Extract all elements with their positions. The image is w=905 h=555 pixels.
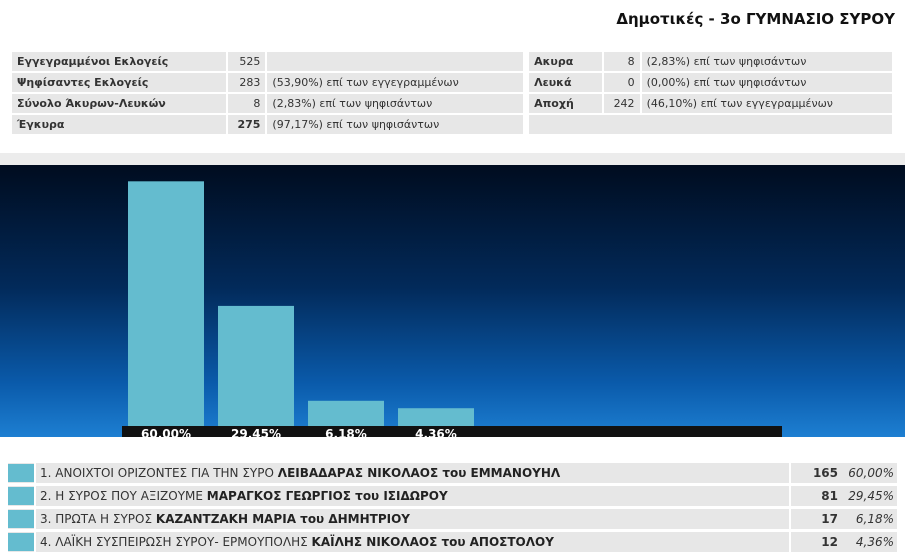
result-color-swatch [8, 486, 34, 506]
result-party: 1. ΑΝΟΙΧΤΟΙ ΟΡΙΖΟΝΤΕΣ ΓΙΑ ΤΗΝ ΣΥΡΟ [40, 466, 274, 480]
result-color-swatch [8, 463, 34, 483]
bar-4 [398, 408, 474, 426]
result-row: 4. ΛΑΪΚΗ ΣΥΣΠΕΙΡΩΣΗ ΣΥΡΟΥ- ΕΡΜΟΥΠΟΛΗΣ ΚΑ… [8, 532, 897, 552]
blank-label: Λευκά [529, 73, 603, 92]
result-percent: 4,36% [841, 532, 897, 552]
bar-2 [218, 305, 294, 426]
result-row: 3. ΠΡΩΤΑ Η ΣΥΡΟΣ ΚΑΖΑΝΤΖΑΚΗ ΜΑΡΙΑ του ΔΗ… [8, 509, 897, 529]
invalid-value: 8 [604, 52, 640, 71]
bar-value-label-2: 29,45% [231, 427, 281, 437]
valid-label: Έγκυρα [12, 115, 226, 134]
invalid-label: Ακυρα [529, 52, 603, 71]
result-color-swatch [8, 532, 34, 552]
result-percent: 6,18% [841, 509, 897, 529]
result-candidate: ΛΕΙΒΑΔΑΡΑΣ ΝΙΚΟΛΑΟΣ του ΕΜΜΑΝΟΥΗΛ [277, 466, 561, 480]
page-title: Δημοτικές - 3ο ΓΥΜΝΑΣΙΟ ΣΥΡΟΥ [616, 10, 895, 28]
result-name: 3. ΠΡΩΤΑ Η ΣΥΡΟΣ ΚΑΖΑΝΤΖΑΚΗ ΜΑΡΙΑ του ΔΗ… [34, 509, 789, 529]
voted-note: (53,90%) επί των εγγεγραμμένων [267, 73, 523, 92]
voted-value: 283 [227, 73, 266, 92]
blank-value: 0 [604, 73, 640, 92]
result-votes: 165 [789, 463, 841, 483]
stats-divider [525, 52, 528, 71]
bar-value-label-1: 60,00% [141, 427, 191, 437]
bar-value-label-4: 4,36% [415, 427, 457, 437]
valid-note: (97,17%) επί των ψηφισάντων [267, 115, 523, 134]
stats-row: Εγγεγραμμένοι Εκλογείς 525 Ακυρα 8 (2,83… [12, 52, 892, 71]
result-row: 1. ΑΝΟΙΧΤΟΙ ΟΡΙΖΟΝΤΕΣ ΓΙΑ ΤΗΝ ΣΥΡΟ ΛΕΙΒΑ… [8, 463, 897, 483]
invalid-blank-total-note: (2,83%) επί των ψηφισάντων [267, 94, 523, 113]
result-name: 2. Η ΣΥΡΟΣ ΠΟΥ ΑΞΙΖΟΥΜΕ ΜΑΡΑΓΚΟΣ ΓΕΩΡΓΙΟ… [34, 486, 789, 506]
election-stats-table: Εγγεγραμμένοι Εκλογείς 525 Ακυρα 8 (2,83… [10, 50, 894, 136]
stats-row: Ψηφίσαντες Εκλογείς 283 (53,90%) επί των… [12, 73, 892, 92]
valid-value: 275 [227, 115, 266, 134]
invalid-blank-total-label: Σύνολο Άκυρων-Λευκών [12, 94, 226, 113]
value-label-strip [122, 426, 782, 437]
result-votes: 17 [789, 509, 841, 529]
result-name: 1. ΑΝΟΙΧΤΟΙ ΟΡΙΖΟΝΤΕΣ ΓΙΑ ΤΗΝ ΣΥΡΟ ΛΕΙΒΑ… [34, 463, 789, 483]
registered-voters-label: Εγγεγραμμένοι Εκλογείς [12, 52, 226, 71]
bar-chart-svg: 60,00% 29,45% 6,18% 4,36% [122, 181, 782, 437]
bar-1 [128, 181, 204, 426]
invalid-note: (2,83%) επί των ψηφισάντων [641, 52, 892, 71]
bar-chart: 60,00% 29,45% 6,18% 4,36% [0, 165, 905, 437]
stats-empty-cell [529, 115, 892, 134]
voted-label: Ψηφίσαντες Εκλογείς [12, 73, 226, 92]
abstention-note: (46,10%) επί των εγγεγραμμένων [641, 94, 892, 113]
bar-value-label-3: 6,18% [325, 427, 367, 437]
result-percent: 29,45% [841, 486, 897, 506]
invalid-blank-total-value: 8 [227, 94, 266, 113]
registered-voters-value: 525 [227, 52, 266, 71]
stats-row: Σύνολο Άκυρων-Λευκών 8 (2,83%) επί των ψ… [12, 94, 892, 113]
result-percent: 60,00% [841, 463, 897, 483]
bar-3 [308, 400, 384, 426]
result-color-swatch [8, 509, 34, 529]
result-name: 4. ΛΑΪΚΗ ΣΥΣΠΕΙΡΩΣΗ ΣΥΡΟΥ- ΕΡΜΟΥΠΟΛΗΣ ΚΑ… [34, 532, 789, 552]
registered-voters-note [267, 52, 523, 71]
stats-divider [525, 115, 528, 134]
chart-top-border [0, 153, 905, 165]
abstention-value: 242 [604, 94, 640, 113]
result-party: 4. ΛΑΪΚΗ ΣΥΣΠΕΙΡΩΣΗ ΣΥΡΟΥ- ΕΡΜΟΥΠΟΛΗΣ [40, 535, 308, 549]
result-candidate: ΚΑΖΑΝΤΖΑΚΗ ΜΑΡΙΑ του ΔΗΜΗΤΡΙΟΥ [155, 512, 410, 526]
result-row: 2. Η ΣΥΡΟΣ ΠΟΥ ΑΞΙΖΟΥΜΕ ΜΑΡΑΓΚΟΣ ΓΕΩΡΓΙΟ… [8, 486, 897, 506]
stats-divider [525, 94, 528, 113]
blank-note: (0,00%) επί των ψηφισάντων [641, 73, 892, 92]
abstention-label: Αποχή [529, 94, 603, 113]
stats-row: Έγκυρα 275 (97,17%) επί των ψηφισάντων [12, 115, 892, 134]
stats-divider [525, 73, 528, 92]
result-candidate: ΚΑΪΛΗΣ ΝΙΚΟΛΑΟΣ του ΑΠΟΣΤΟΛΟΥ [311, 535, 554, 549]
result-party: 2. Η ΣΥΡΟΣ ΠΟΥ ΑΞΙΖΟΥΜΕ [40, 489, 203, 503]
result-votes: 81 [789, 486, 841, 506]
result-candidate: ΜΑΡΑΓΚΟΣ ΓΕΩΡΓΙΟΣ του ΙΣΙΔΩΡΟΥ [206, 489, 448, 503]
result-votes: 12 [789, 532, 841, 552]
results-table: 1. ΑΝΟΙΧΤΟΙ ΟΡΙΖΟΝΤΕΣ ΓΙΑ ΤΗΝ ΣΥΡΟ ΛΕΙΒΑ… [8, 460, 897, 555]
result-party: 3. ΠΡΩΤΑ Η ΣΥΡΟΣ [40, 512, 153, 526]
